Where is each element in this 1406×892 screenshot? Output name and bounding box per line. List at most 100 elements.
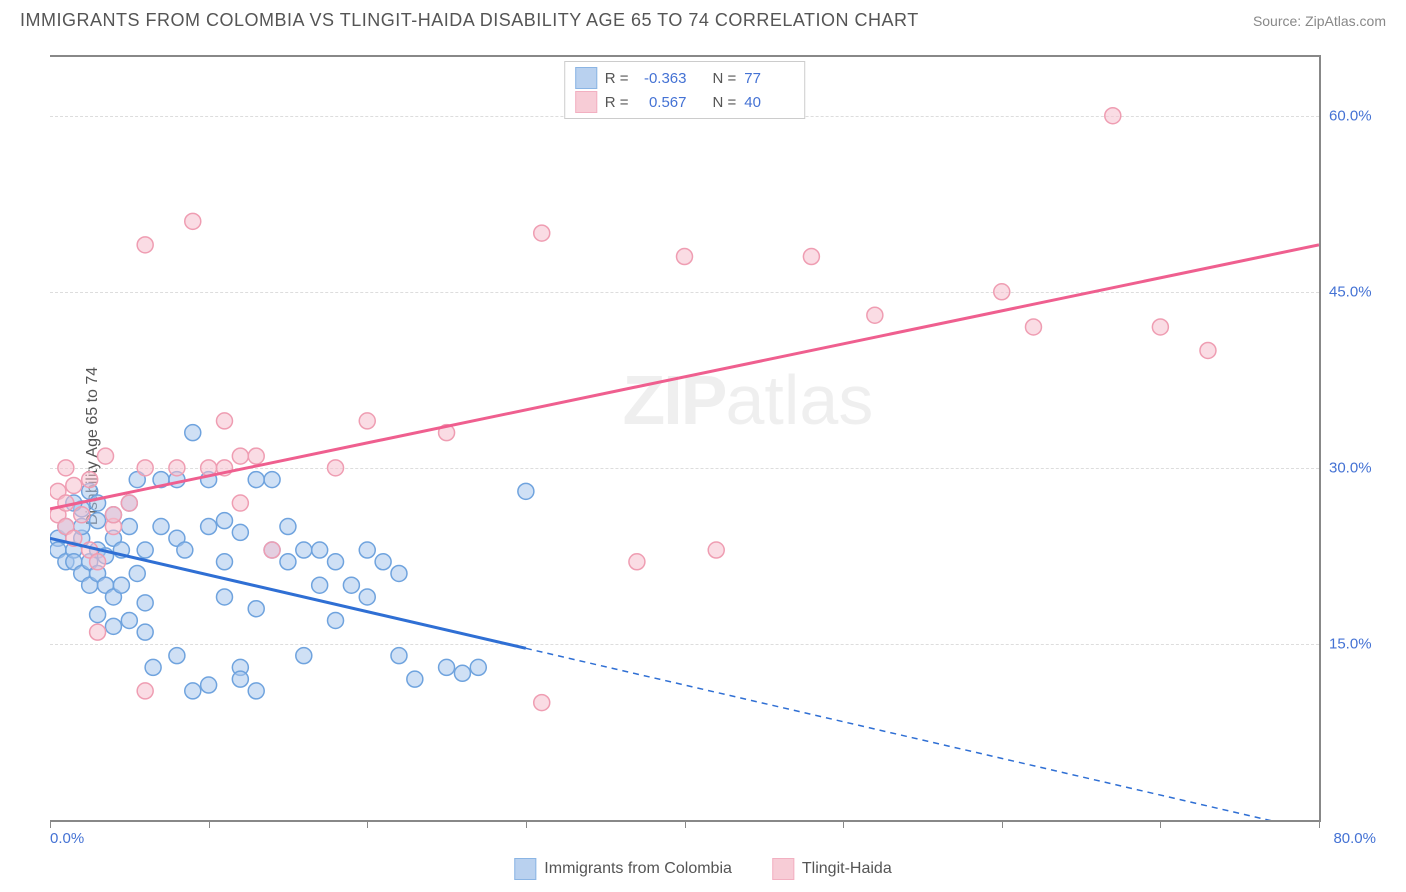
legend-swatch (772, 858, 794, 880)
x-tick (1002, 820, 1003, 828)
legend-swatch (514, 858, 536, 880)
data-point (121, 495, 137, 511)
x-axis-start-label: 0.0% (50, 830, 84, 847)
legend-n-label: N = (713, 94, 737, 111)
data-point (280, 554, 296, 570)
data-point (98, 448, 114, 464)
data-point (201, 677, 217, 693)
data-point (137, 237, 153, 253)
data-point (66, 477, 82, 493)
data-point (248, 472, 264, 488)
data-point (312, 577, 328, 593)
data-point (328, 612, 344, 628)
data-point (137, 624, 153, 640)
data-point (534, 225, 550, 241)
data-point (105, 507, 121, 523)
data-point (518, 483, 534, 499)
data-point (629, 554, 645, 570)
legend-r-value: 0.567 (637, 94, 687, 111)
data-point (58, 460, 74, 476)
chart-plot-area: ZIPatlas R =-0.363N =77R =0.567N =40 15.… (50, 55, 1321, 822)
data-point (216, 513, 232, 529)
data-point (201, 519, 217, 535)
x-tick (843, 820, 844, 828)
legend-n-label: N = (713, 70, 737, 87)
data-point (677, 249, 693, 265)
data-point (708, 542, 724, 558)
data-point (391, 648, 407, 664)
data-point (90, 607, 106, 623)
data-point (994, 284, 1010, 300)
legend-r-label: R = (605, 70, 629, 87)
chart-title: IMMIGRANTS FROM COLOMBIA VS TLINGIT-HAID… (20, 10, 919, 31)
data-point (232, 671, 248, 687)
data-point (312, 542, 328, 558)
data-point (328, 554, 344, 570)
data-point (439, 659, 455, 675)
data-point (185, 213, 201, 229)
data-point (153, 519, 169, 535)
data-point (1025, 319, 1041, 335)
data-point (1105, 108, 1121, 124)
data-point (1152, 319, 1168, 335)
data-point (232, 448, 248, 464)
data-point (145, 659, 161, 675)
legend-label: Immigrants from Colombia (544, 860, 732, 878)
data-point (185, 683, 201, 699)
data-point (375, 554, 391, 570)
source-link[interactable]: ZipAtlas.com (1305, 13, 1386, 29)
data-point (296, 648, 312, 664)
data-point (867, 307, 883, 323)
data-point (137, 460, 153, 476)
x-tick (1319, 820, 1320, 828)
data-point (216, 413, 232, 429)
data-point (803, 249, 819, 265)
data-point (359, 542, 375, 558)
data-point (391, 565, 407, 581)
data-point (169, 648, 185, 664)
data-point (296, 542, 312, 558)
data-point (185, 425, 201, 441)
data-point (343, 577, 359, 593)
source-label: Source: ZipAtlas.com (1253, 13, 1386, 29)
x-tick (50, 820, 51, 828)
data-point (470, 659, 486, 675)
data-point (169, 460, 185, 476)
data-point (232, 524, 248, 540)
legend-swatch (575, 67, 597, 89)
data-point (1200, 342, 1216, 358)
data-point (454, 665, 470, 681)
legend-n-value: 40 (744, 94, 794, 111)
data-point (232, 495, 248, 511)
data-point (90, 554, 106, 570)
data-point (216, 589, 232, 605)
series-legend: Immigrants from ColombiaTlingit-Haida (514, 858, 891, 880)
legend-row: R = 0.567 N = 40 (575, 90, 795, 114)
legend-n-value: 77 (744, 70, 794, 87)
data-point (359, 589, 375, 605)
legend-r-label: R = (605, 94, 629, 111)
data-point (121, 612, 137, 628)
data-point (264, 542, 280, 558)
y-tick-label: 30.0% (1329, 459, 1389, 476)
y-tick-label: 15.0% (1329, 635, 1389, 652)
x-tick (1160, 820, 1161, 828)
data-point (534, 695, 550, 711)
data-point (82, 472, 98, 488)
data-point (90, 624, 106, 640)
correlation-legend: R =-0.363N =77R =0.567N =40 (564, 61, 806, 119)
data-point (105, 618, 121, 634)
data-point (177, 542, 193, 558)
scatter-svg (50, 57, 1319, 820)
data-point (248, 683, 264, 699)
data-point (264, 472, 280, 488)
x-tick (685, 820, 686, 828)
trend-line (50, 245, 1319, 509)
legend-swatch (575, 91, 597, 113)
data-point (129, 565, 145, 581)
x-tick (209, 820, 210, 828)
data-point (121, 519, 137, 535)
x-tick (367, 820, 368, 828)
data-point (137, 542, 153, 558)
data-point (359, 413, 375, 429)
